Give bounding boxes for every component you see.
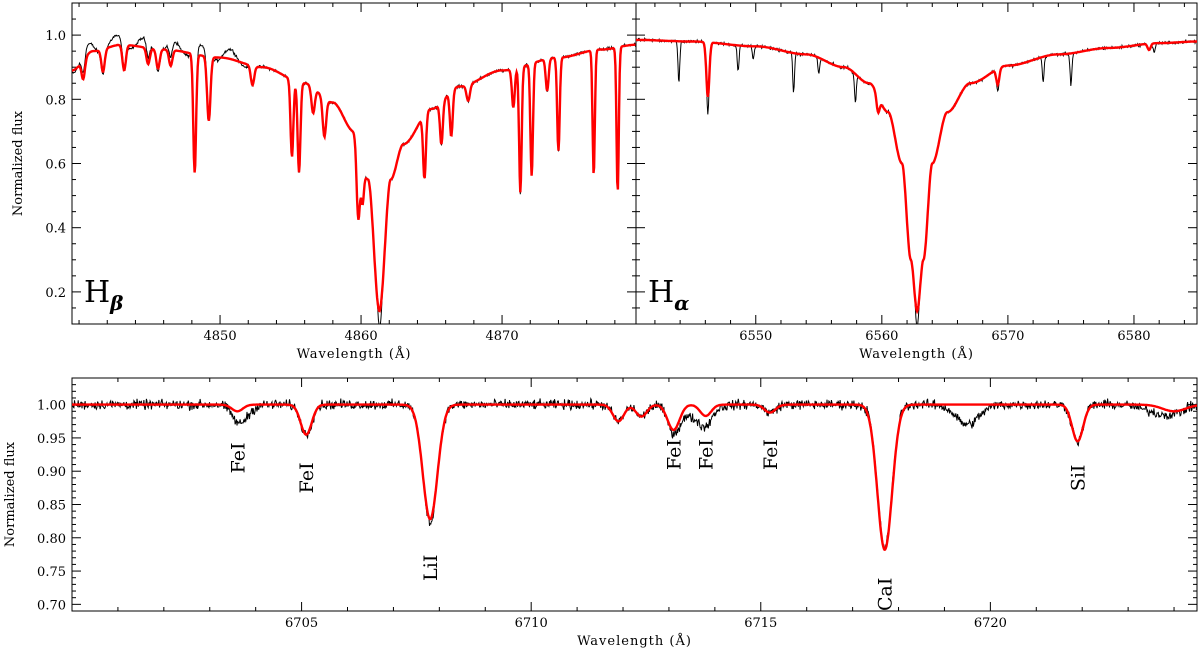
line-id-annotation: LiI [420,555,442,581]
y-tick-label: 0.2 [45,286,66,301]
line-id-annotation: CaI [875,578,897,611]
y-axis-label: Normalized flux [3,441,18,547]
x-tick-label: 4860 [345,329,378,344]
y-axis-label: Normalized flux [11,110,26,216]
x-tick-label: 6715 [744,616,777,631]
y-tick-label: 0.6 [45,158,66,173]
model-spectrum-line [72,43,636,313]
y-tick-label: 1.00 [37,399,66,414]
observed-spectrum-line [72,34,636,324]
line-id-annotation: FeI [664,439,686,470]
panel-label: Hβ [84,275,123,315]
x-tick-label: 6710 [515,616,548,631]
x-tick-label: 4870 [486,329,519,344]
x-tick-label: 6720 [974,616,1007,631]
y-tick-label: 0.90 [37,465,66,480]
model-spectrum-line [636,38,1197,315]
y-tick-label: 0.80 [37,532,66,547]
line-id-annotation: SiI [1068,465,1090,492]
model-spectrum-line [72,403,1197,552]
panel-lithium-region: 6705 6710 6715 6720 0.70 0.75 0.80 0.85 0.90 0.95… [3,377,1198,649]
x-tick-label: 6580 [1117,329,1150,344]
y-tick-label: 0.85 [37,498,66,513]
axes-frame [71,377,1198,612]
line-id-annotation: FeI [296,462,318,493]
x-axis-label: Wavelength (Å) [859,346,974,362]
panel-h-alpha: 6550 6560 6570 6580 Wavelength (Å) Hα [635,2,1198,362]
y-tick-label: 0.75 [37,565,66,580]
observed-spectrum-line [636,36,1197,324]
panel-h-beta: 4850 4860 4870 0.2 0.4 0.6 0.8 1.0 Wavelength (Å… [11,2,637,362]
x-tick-label: 6705 [285,616,318,631]
x-tick-label: 6550 [739,329,772,344]
y-tick-label: 1.0 [45,29,66,44]
y-tick-label: 0.70 [37,598,66,613]
axes-frame [71,2,637,325]
y-tick-label: 0.95 [37,432,66,447]
axes-frame [635,2,1198,325]
x-tick-label: 6570 [991,329,1024,344]
x-axis-label: Wavelength (Å) [297,346,412,362]
line-id-annotation: FeI [696,439,718,470]
x-axis-label: Wavelength (Å) [577,633,692,649]
line-id-annotation: FeI [227,442,249,473]
x-tick-label: 4850 [204,329,237,344]
x-tick-label: 6560 [865,329,898,344]
y-tick-label: 0.4 [45,222,66,237]
panel-label: Hα [648,275,690,315]
line-id-annotation: FeI [760,439,782,470]
y-tick-label: 0.8 [45,93,66,108]
